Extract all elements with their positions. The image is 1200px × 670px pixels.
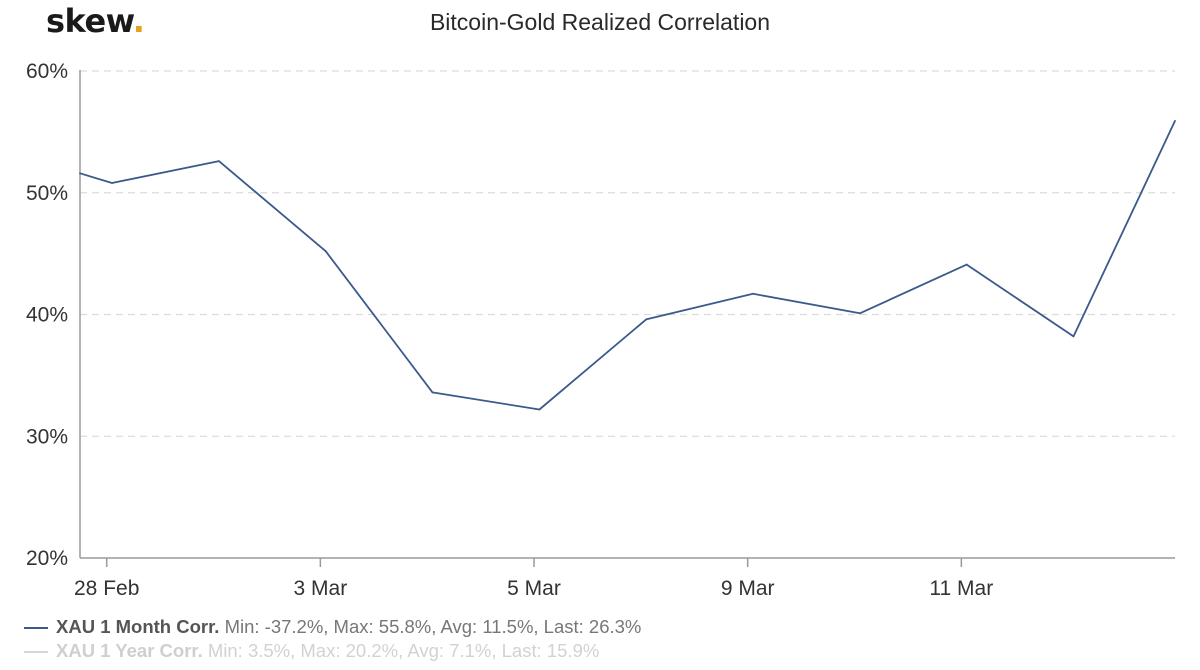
legend-series-stats: Min: -37.2%, Max: 55.8%, Avg: 11.5%, Las… [224,616,642,637]
x-tick-label-3: 9 Mar [721,577,775,600]
y-axis-ticks: 20% 30% 40% 50% 60% [26,60,68,570]
axes [79,70,1175,559]
legend-item-xau-1-month[interactable]: XAU 1 Month Corr. Min: -37.2%, Max: 55.8… [24,616,641,638]
data-point [645,318,648,321]
data-point [217,160,220,162]
chart-title: Bitcoin-Gold Realized Correlation [429,9,771,35]
y-tick-label-50: 50% [26,182,68,205]
legend-series-name: XAU 1 Year Corr. [56,640,203,661]
x-tick-label-0: 28 Feb [74,577,139,600]
data-point [752,292,754,295]
x-tick-label-1: 3 Mar [294,577,348,600]
data-point [431,391,434,394]
y-tick-label-40: 40% [26,304,68,327]
data-point [965,263,968,266]
x-axis-ticks: 28 Feb 3 Mar 5 Mar 9 Mar 11 Mar [74,558,993,600]
grid-lines [80,70,1175,437]
legend-series-name: XAU 1 Month Corr. [56,616,220,637]
series-line-0 [79,120,1176,411]
skew-logo: skew. [46,2,145,40]
data-point [324,250,327,253]
data-point [111,182,113,184]
data-point [858,312,861,315]
legend-swatch [24,651,48,654]
data-point [1072,335,1075,338]
legend-series-stats: Min: 3.5%, Max: 20.2%, Avg: 7.1%, Last: … [207,640,600,661]
y-tick-label-60: 60% [26,60,68,83]
x-tick-label-2: 5 Mar [507,577,561,600]
y-tick-label-30: 30% [26,425,68,448]
data-point [1174,120,1176,122]
legend-item-xau-1-year[interactable]: XAU 1 Year Corr. Min: 3.5%, Max: 20.2%, … [24,640,599,662]
data-point [538,408,541,411]
y-tick-label-20: 20% [26,547,68,570]
legend-swatch [24,627,48,630]
data-point [79,172,81,175]
series-lines [79,120,1176,411]
x-tick-label-4: 11 Mar [929,577,993,600]
